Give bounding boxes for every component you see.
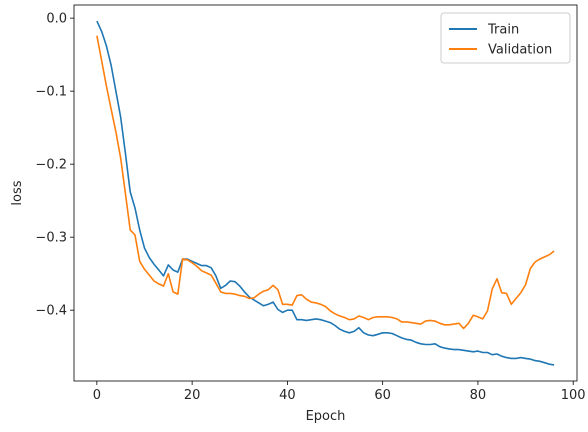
- series-line-validation: [96, 35, 555, 330]
- y-tick-label: −0.1: [35, 85, 67, 100]
- x-tick-label: 40: [279, 388, 296, 403]
- x-tick-label: 100: [561, 388, 586, 403]
- series-line-train: [96, 20, 555, 366]
- x-tick-label: 0: [93, 388, 101, 403]
- x-tick-label: 20: [184, 388, 201, 403]
- y-tick-label: −0.2: [35, 158, 67, 173]
- y-tick-label: 0.0: [46, 12, 67, 27]
- axis-ticks: 0 20 40 60 80 100 0.0 −0.1 −0.2 −0.3 −0.4: [35, 12, 585, 403]
- x-axis-label: Epoch: [306, 409, 346, 424]
- y-axis-label: loss: [10, 180, 25, 205]
- legend-label-train: Train: [487, 23, 519, 38]
- legend-frame: [440, 12, 571, 64]
- axes-frame: [73, 4, 578, 382]
- legend-label-validation: Validation: [488, 43, 552, 58]
- x-tick-label: 60: [374, 388, 391, 403]
- plot-area: [96, 20, 555, 366]
- legend: Train Validation: [440, 12, 571, 64]
- y-tick-label: −0.4: [35, 304, 67, 319]
- x-tick-label: 80: [470, 388, 487, 403]
- y-tick-label: −0.3: [35, 231, 67, 246]
